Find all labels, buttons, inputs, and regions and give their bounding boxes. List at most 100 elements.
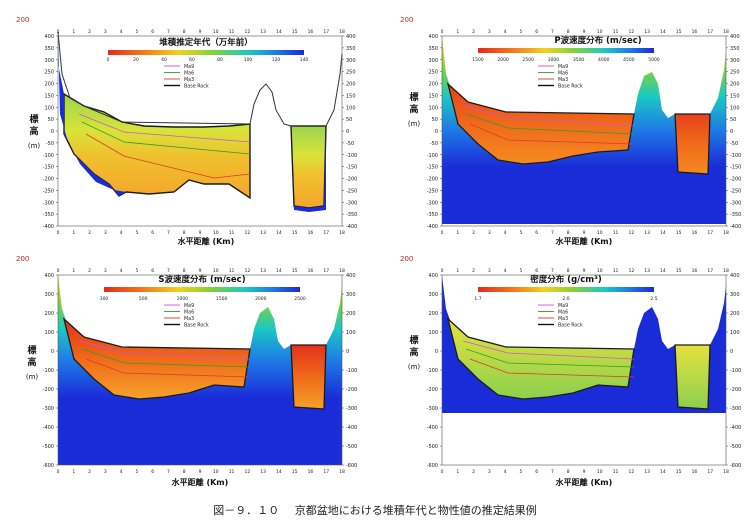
x-tick-label-bottom: 13 bbox=[260, 469, 266, 475]
x-tick-label-top: 12 bbox=[244, 29, 250, 35]
x-tick-label-bottom: 2 bbox=[472, 230, 475, 236]
x-tick-label-top: 14 bbox=[276, 268, 282, 274]
x-tick-label-bottom: 16 bbox=[692, 230, 698, 236]
legend-label: Ma3 bbox=[184, 316, 194, 322]
sediment-dn-east bbox=[674, 344, 711, 410]
y-tick-label-right: -100 bbox=[730, 368, 741, 374]
y-tick-label-left: 100 bbox=[44, 105, 54, 111]
y-tick-label-right: -50 bbox=[346, 141, 354, 147]
x-tick-label-bottom: 13 bbox=[644, 230, 650, 236]
y-tick-label-left: 200 bbox=[428, 311, 438, 317]
y-tick-label-right: -100 bbox=[730, 153, 741, 159]
y-tick-label-left: 400 bbox=[44, 273, 54, 279]
x-tick-label-top: 7 bbox=[551, 268, 554, 274]
colorbar bbox=[478, 287, 654, 292]
x-tick-label-bottom: 7 bbox=[551, 230, 554, 236]
legend-label: Ma6 bbox=[558, 309, 568, 315]
x-tick-label-top: 2 bbox=[472, 268, 475, 274]
legend-label: Ma9 bbox=[558, 64, 568, 70]
x-tick-label-top: 9 bbox=[199, 268, 202, 274]
y-tick-label-left: -200 bbox=[427, 177, 438, 183]
x-tick-label-bottom: 1 bbox=[72, 230, 75, 236]
colorbar bbox=[478, 48, 654, 53]
x-tick-label-top: 16 bbox=[692, 268, 698, 274]
x-tick-label-top: 14 bbox=[276, 29, 282, 35]
colorbar-tick-label: 3500 bbox=[573, 57, 585, 63]
x-tick-label-bottom: 10 bbox=[213, 469, 219, 475]
y-tick-label-left: 0 bbox=[435, 349, 438, 355]
x-tick-label-bottom: 8 bbox=[183, 230, 186, 236]
x-axis-top: 0 1 2 3 4 5 6 7 8 9 10 11 12 13 14 15 16 17 18 bbox=[441, 29, 729, 35]
x-tick-label-bottom: 1 bbox=[456, 230, 459, 236]
y-axis-label-1: 標 bbox=[409, 91, 418, 103]
x-tick-label-top: 5 bbox=[135, 29, 138, 35]
y-tick-label-left: -300 bbox=[43, 406, 54, 412]
y-axis-label-2: 高 bbox=[409, 346, 418, 358]
y-tick-label-left: -300 bbox=[43, 200, 54, 206]
y-tick-label-right: -200 bbox=[730, 387, 741, 393]
y-tick-label-right: -350 bbox=[730, 212, 741, 218]
y-tick-label-left: -350 bbox=[427, 212, 438, 218]
sediment-dn bbox=[446, 317, 635, 400]
x-tick-label-top: 16 bbox=[692, 29, 698, 35]
y-tick-label-right: -500 bbox=[346, 444, 357, 450]
legend-label: Ma9 bbox=[184, 64, 194, 70]
y-axis-left: 400 300 200 100 0 -100 -200 -300 -400 -500 -600 bbox=[43, 273, 58, 469]
x-tick-label-bottom: 18 bbox=[723, 469, 729, 475]
surface-line-age bbox=[57, 31, 343, 127]
y-axis-right: 400 350 300 250 200 150 100 50 0 -50 -100 -150 -200 -… bbox=[726, 34, 741, 230]
y-tick-label-left: -300 bbox=[427, 406, 438, 412]
y-axis-label-2: 高 bbox=[29, 125, 38, 137]
chart-title: 密度分布 (g/cm³) bbox=[529, 274, 602, 285]
y-tick-label-right: 300 bbox=[730, 58, 740, 64]
y-tick-label-right: 100 bbox=[730, 330, 740, 336]
y-tick-label-right: -350 bbox=[346, 212, 357, 218]
y-tick-label-right: -200 bbox=[346, 177, 357, 183]
figure-text: 京都盆地における堆積年代と物性値の推定結果例 bbox=[294, 504, 537, 517]
y-tick-label-left: -400 bbox=[43, 224, 54, 230]
horizon-ma3-vs bbox=[85, 358, 251, 378]
x-tick-label-bottom: 2 bbox=[88, 469, 91, 475]
y-tick-label-left: 100 bbox=[428, 105, 438, 111]
y-tick-label-left: -200 bbox=[427, 387, 438, 393]
x-tick-label-top: 13 bbox=[644, 268, 650, 274]
y-tick-label-right: -250 bbox=[730, 188, 741, 194]
y-tick-label-right: -400 bbox=[346, 224, 357, 230]
y-tick-label-left: 0 bbox=[51, 129, 54, 135]
colorbar-tick-label: 2000 bbox=[497, 57, 509, 63]
y-tick-label-right: -150 bbox=[730, 165, 741, 171]
x-tick-label-bottom: 5 bbox=[135, 230, 138, 236]
y-tick-label-right: -50 bbox=[730, 141, 738, 147]
y-tick-label-left: -200 bbox=[43, 177, 54, 183]
x-tick-label-top: 10 bbox=[213, 29, 219, 35]
colorbar-tick-label: 120 bbox=[272, 57, 281, 63]
legend-label: Base Rock bbox=[184, 83, 209, 89]
x-tick-label-top: 10 bbox=[597, 268, 603, 274]
y-tick-label-right: 0 bbox=[730, 349, 733, 355]
x-tick-label-bottom: 18 bbox=[339, 469, 345, 475]
basin-fill-age-east bbox=[290, 125, 327, 209]
y-tick-label-left: 200 bbox=[428, 82, 438, 88]
y-tick-label-right: 250 bbox=[346, 70, 356, 76]
colorbar-tick-label: 2.0 bbox=[562, 296, 569, 302]
x-tick-label-bottom: 15 bbox=[676, 230, 682, 236]
y-tick-label-right: 150 bbox=[730, 93, 740, 99]
x-tick-label-top: 0 bbox=[441, 268, 444, 274]
x-tick-label-top: 13 bbox=[644, 29, 650, 35]
x-tick-label-top: 12 bbox=[244, 268, 250, 274]
y-tick-label-left: 350 bbox=[44, 46, 54, 52]
x-tick-label-bottom: 11 bbox=[613, 469, 619, 475]
x-tick-label-top: 9 bbox=[199, 29, 202, 35]
y-tick-label-left: -400 bbox=[427, 425, 438, 431]
x-tick-label-top: 12 bbox=[628, 29, 634, 35]
y-tick-label-right: 400 bbox=[346, 34, 356, 40]
y-tick-label-left: 100 bbox=[44, 330, 54, 336]
top-red-label: 200 bbox=[16, 255, 29, 263]
x-tick-label-bottom: 16 bbox=[308, 230, 314, 236]
x-tick-label-top: 18 bbox=[723, 29, 729, 35]
x-tick-label-bottom: 15 bbox=[292, 469, 298, 475]
y-tick-label-right: -100 bbox=[346, 153, 357, 159]
y-tick-label-left: 300 bbox=[428, 58, 438, 64]
x-tick-label-bottom: 5 bbox=[519, 230, 522, 236]
